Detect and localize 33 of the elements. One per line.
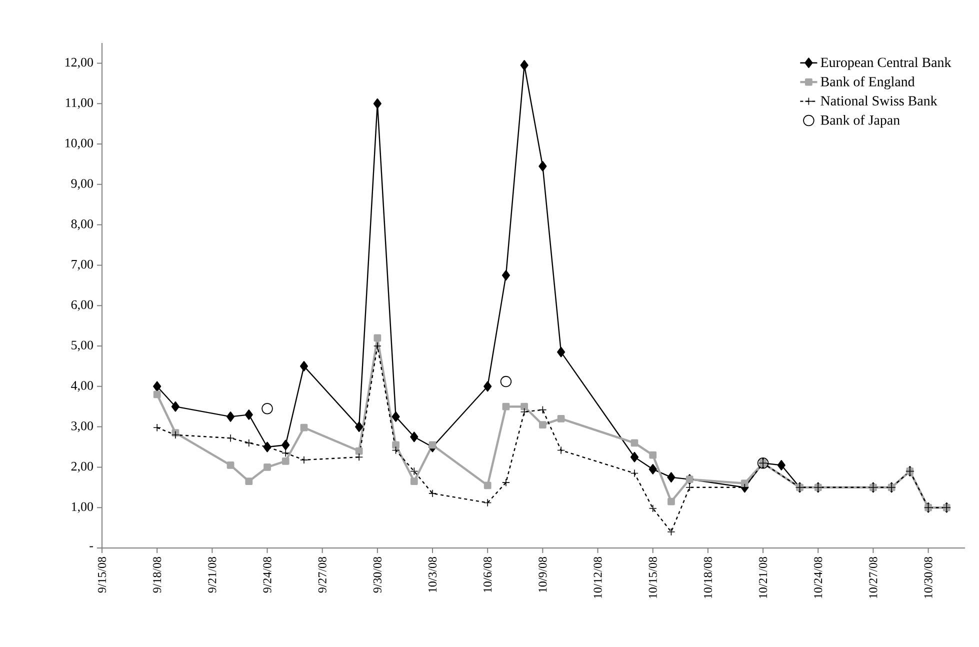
x-tick-label: 10/12/08 [594, 556, 602, 598]
x-tick-label: 10/27/08 [869, 556, 878, 598]
x-tick-label: 9/24/08 [263, 556, 272, 593]
y-tick-label: - [90, 546, 94, 548]
y-tick-label: 12,00 [65, 58, 93, 69]
x-tick-label: 10/6/08 [484, 556, 492, 592]
y-tick-label: 5,00 [72, 340, 93, 352]
y-tick-label: 10,00 [65, 138, 93, 150]
x-tick-label: 10/9/08 [538, 556, 547, 592]
x-tick-label: 9/15/08 [98, 556, 106, 593]
y-tick-label: 9,00 [71, 179, 93, 190]
legend-label: National Swiss Bank [820, 96, 938, 106]
legend-label: Bank of Japan [820, 114, 900, 128]
x-tick-label: 10/3/08 [428, 556, 437, 592]
x-tick-label: 10/18/08 [704, 556, 712, 598]
x-tick-label: 10/21/08 [758, 556, 768, 598]
x-tick-label: 10/30/08 [924, 556, 932, 598]
x-tick-label: 10/24/08 [814, 556, 822, 598]
y-tick-label: 1,00 [72, 502, 93, 513]
x-tick-label: 9/18/08 [153, 556, 162, 593]
y-tick-label: 11,00 [66, 98, 93, 109]
y-tick-label: 4,00 [71, 381, 93, 392]
y-tick-label: 3,00 [71, 422, 93, 432]
x-tick-label: 9/30/08 [373, 556, 382, 593]
x-tick-label: 10/15/08 [648, 556, 657, 598]
y-tick-label: 8,00 [71, 219, 93, 230]
x-tick-label: 9/27/08 [318, 556, 326, 593]
y-tick-label: 6,00 [71, 300, 93, 311]
x-tick-label: 9/21/08 [208, 556, 216, 593]
legend-label: Bank of England [820, 76, 915, 90]
legend-label: European Central Bank [820, 57, 952, 70]
y-tick-label: 7,00 [72, 260, 93, 271]
y-tick-label: 2,00 [71, 462, 93, 473]
